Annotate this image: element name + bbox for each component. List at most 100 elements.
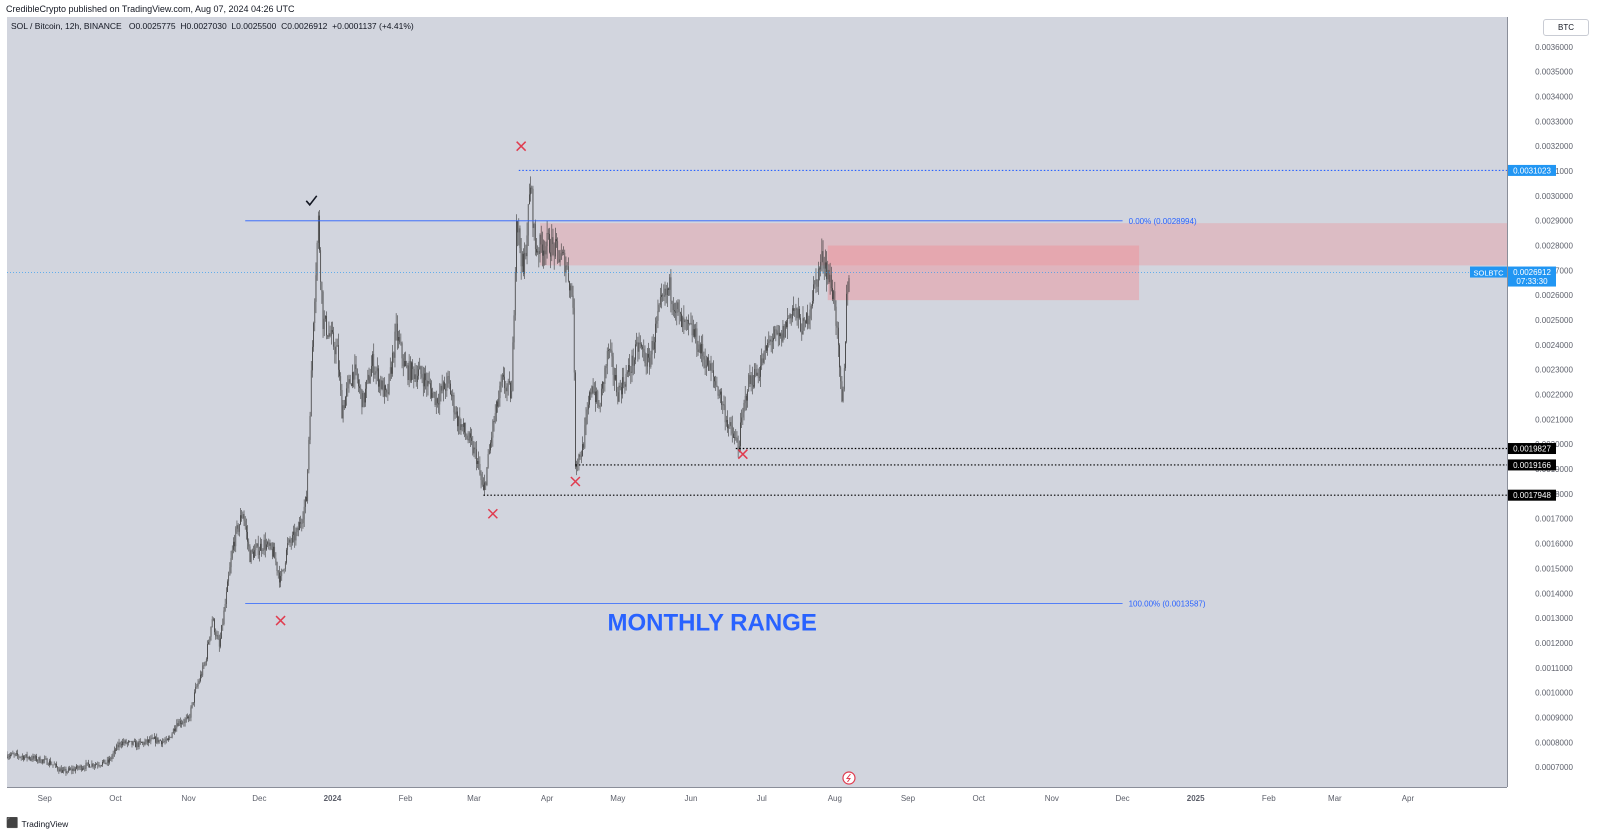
chart-frame[interactable]: 0.00% (0.0028994) 100.00% (0.0013587) 0.00… xyxy=(7,17,1593,813)
candle-body-513 xyxy=(611,350,613,357)
candle-body-640 xyxy=(761,358,763,366)
candle-body-657 xyxy=(781,333,783,342)
candle-body-342 xyxy=(409,361,411,381)
candle-body-515 xyxy=(613,374,615,380)
candle-body-676 xyxy=(803,318,805,322)
candle-body-317 xyxy=(380,380,382,390)
x-tick-label-4: 2024 xyxy=(324,794,342,803)
y-tick-label-16: 0.0023000 xyxy=(1535,366,1573,375)
candle-body-684 xyxy=(813,284,814,302)
candle-body-407 xyxy=(486,467,488,485)
candle-body-419 xyxy=(500,382,502,386)
currency-button[interactable]: BTC xyxy=(1543,19,1589,36)
candle-body-338 xyxy=(405,360,406,367)
candle-body-357 xyxy=(427,380,429,387)
candle-body-373 xyxy=(446,376,448,391)
candle-body-389 xyxy=(465,432,467,436)
candle-body-422 xyxy=(504,376,505,389)
y-tick-label-8: 0.0015000 xyxy=(1535,564,1573,573)
candle-body-212 xyxy=(256,543,258,547)
candle-body-423 xyxy=(505,388,507,392)
candle-body-3 xyxy=(10,754,11,757)
candle-body-313 xyxy=(375,371,377,374)
x-tick-label-9: Jun xyxy=(685,794,698,803)
candle-body-385 xyxy=(460,424,462,431)
candle-body-457 xyxy=(545,246,547,255)
candle-body-355 xyxy=(425,373,426,381)
candle-body-347 xyxy=(415,374,417,383)
candle-body-588 xyxy=(700,344,701,354)
candle-body-35 xyxy=(47,764,49,766)
candle-body-482 xyxy=(575,372,576,468)
candle-body-548 xyxy=(652,340,654,350)
candle-body-235 xyxy=(283,568,285,570)
x-tick-label-0: Sep xyxy=(38,794,53,803)
candle-body-653 xyxy=(776,330,778,335)
x-tick-label-15: Dec xyxy=(1115,794,1129,803)
candle-body-17 xyxy=(26,754,28,759)
candle-body-399 xyxy=(477,461,478,464)
candle-body-587 xyxy=(698,344,700,352)
candle-body-117 xyxy=(144,741,146,745)
candle-body-108 xyxy=(134,741,135,742)
candle-body-636 xyxy=(756,372,758,376)
candle-body-561 xyxy=(668,288,669,290)
candle-body-583 xyxy=(694,329,695,337)
candle-body-704 xyxy=(836,325,838,328)
candle-body-523 xyxy=(623,377,625,385)
x-tick-label-14: Nov xyxy=(1045,794,1059,803)
candle-body-622 xyxy=(740,422,741,447)
candle-body-149 xyxy=(182,722,184,724)
candle-body-643 xyxy=(764,345,766,352)
candle-body-257 xyxy=(309,416,311,440)
candle-body-400 xyxy=(478,461,480,464)
candle-body-113 xyxy=(139,741,141,742)
candle-body-626 xyxy=(744,395,746,403)
candle-body-577 xyxy=(687,319,688,321)
candle-body-376 xyxy=(450,383,451,395)
y-tick-label-19: 0.0026000 xyxy=(1535,291,1573,300)
legend-open-label: O xyxy=(128,21,136,31)
candle-body-494 xyxy=(589,392,590,405)
candle-body-216 xyxy=(261,543,263,551)
candle-body-520 xyxy=(619,385,621,388)
candle-body-411 xyxy=(491,437,493,443)
candle-body-707 xyxy=(840,367,842,382)
candle-body-586 xyxy=(697,349,699,352)
candle-body-255 xyxy=(307,469,309,501)
price-chart[interactable]: 0.00% (0.0028994) 100.00% (0.0013587) 0.00… xyxy=(7,17,1593,813)
candle-body-75 xyxy=(95,764,96,766)
candle-body-274 xyxy=(329,333,331,336)
symbol-tag xyxy=(1470,266,1507,278)
candle-body-365 xyxy=(437,398,438,404)
candle-body-83 xyxy=(104,759,106,764)
candle-body-432 xyxy=(516,220,517,273)
candle-body-563 xyxy=(670,277,672,302)
y-tick-label-6: 0.0013000 xyxy=(1535,614,1573,623)
candle-body-425 xyxy=(507,381,509,387)
candle-body-633 xyxy=(753,385,754,387)
check-marker-5 xyxy=(305,195,318,207)
candle-body-335 xyxy=(401,343,403,359)
candle-body-381 xyxy=(455,411,457,415)
candle-body-188 xyxy=(228,575,230,582)
candle-body-29 xyxy=(40,762,42,764)
candle-body-52 xyxy=(67,768,69,772)
candle-body-692 xyxy=(822,251,824,263)
candle-body-533 xyxy=(635,344,636,360)
candle-body-94 xyxy=(117,745,119,748)
candle-body-652 xyxy=(775,329,777,331)
candle-body-74 xyxy=(93,765,95,767)
candle-body-288 xyxy=(346,388,347,397)
candle-body-553 xyxy=(658,304,660,312)
candle-body-350 xyxy=(419,366,421,370)
candle-body-519 xyxy=(618,385,620,402)
candle-body-504 xyxy=(600,388,602,407)
candle-body-646 xyxy=(768,341,770,344)
candle-body-590 xyxy=(702,343,704,357)
candle-body-119 xyxy=(146,739,148,743)
candle-body-15 xyxy=(24,756,26,760)
candle-body-616 xyxy=(733,433,734,438)
candle-body-360 xyxy=(431,388,432,398)
candle-body-693 xyxy=(823,262,825,269)
